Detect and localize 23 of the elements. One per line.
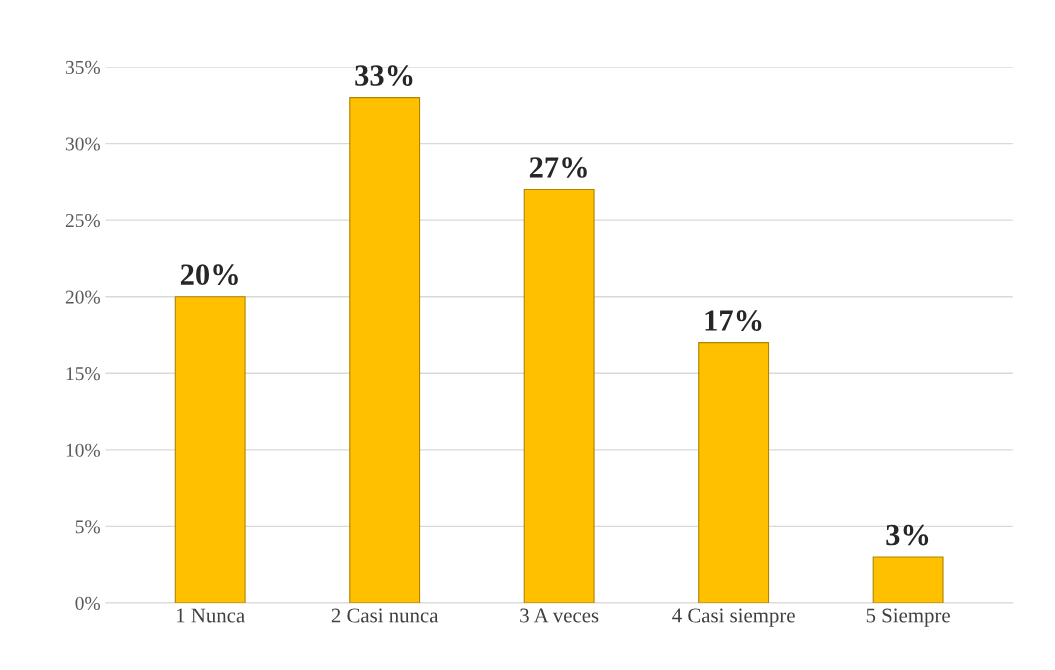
data-label: 20% bbox=[180, 264, 238, 286]
y-tick-label: 35% bbox=[65, 60, 100, 74]
bar bbox=[698, 342, 770, 603]
bar bbox=[174, 296, 246, 603]
bar bbox=[872, 556, 944, 603]
x-tick-label: 5 Siempre bbox=[866, 608, 950, 627]
y-tick-label: 15% bbox=[66, 367, 100, 381]
data-label: 17% bbox=[705, 310, 762, 331]
x-tick-label: 2 Casi nunca bbox=[331, 608, 439, 623]
data-label: 27% bbox=[529, 157, 587, 178]
x-tick-label: 1 Nunca bbox=[177, 608, 245, 623]
y-tick-label: 25% bbox=[65, 213, 100, 228]
bar bbox=[349, 97, 421, 603]
y-tick-label: 5% bbox=[75, 520, 100, 534]
y-tick-label: 0% bbox=[75, 596, 100, 610]
data-label: 3% bbox=[886, 524, 929, 546]
y-tick-label: 30% bbox=[65, 137, 100, 151]
y-tick-label: 10% bbox=[66, 443, 100, 457]
x-tick-label: 4 Casi siempre bbox=[672, 608, 795, 627]
data-label: 33% bbox=[355, 65, 413, 86]
y-tick-label: 20% bbox=[65, 290, 100, 304]
bar bbox=[523, 188, 595, 603]
x-tick-label: 3 A veces bbox=[520, 608, 599, 623]
